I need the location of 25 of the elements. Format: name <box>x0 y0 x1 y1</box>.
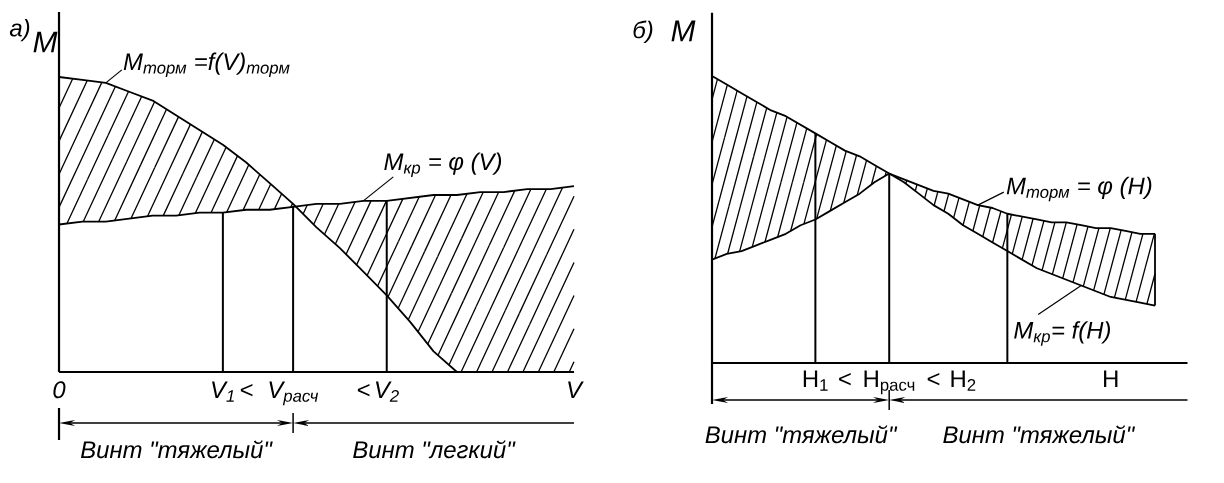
x-tick-label: H$_{2}$ <box>951 370 976 391</box>
x-axis-title: H <box>1104 370 1118 387</box>
x-tick-label: < <box>240 384 253 397</box>
text: Винт "тяжелый" <box>943 425 1136 444</box>
legend-label: M$_{торм}$ = φ (H) <box>1006 176 1152 202</box>
x-tick-label: < <box>839 373 851 386</box>
y-axis-title: M <box>671 20 696 42</box>
x-tick-label: V$_{1}$ <box>212 381 234 402</box>
legend-label: M$_{торм}$ =f(V)$_{торм}$ <box>123 52 290 78</box>
chart-title: а) <box>9 18 30 42</box>
x-tick-label: V$_{2}$ <box>375 381 399 402</box>
series-label: M$_{кр}$= f(H) <box>1014 321 1110 346</box>
x-tick-label: < <box>927 373 940 386</box>
text: Винт "тяжелый" <box>80 440 273 459</box>
x-tick-label: V$_{расч}$ <box>269 381 319 406</box>
x-axis-title: V <box>568 381 584 398</box>
y-axis-title: M <box>33 31 58 53</box>
series-label: M$_{кр}$ = φ (V) <box>384 152 502 178</box>
x-tick-label: < <box>357 384 370 397</box>
x-tick-label: H$_{1}$ <box>803 370 828 391</box>
chart-title: б) <box>633 20 653 44</box>
text: Винт "легкий" <box>353 440 516 459</box>
x-tick-label: 0 <box>53 381 66 399</box>
text: Винт "тяжелый" <box>705 425 898 444</box>
x-tick-label: H$_{расч}$ <box>864 370 915 395</box>
